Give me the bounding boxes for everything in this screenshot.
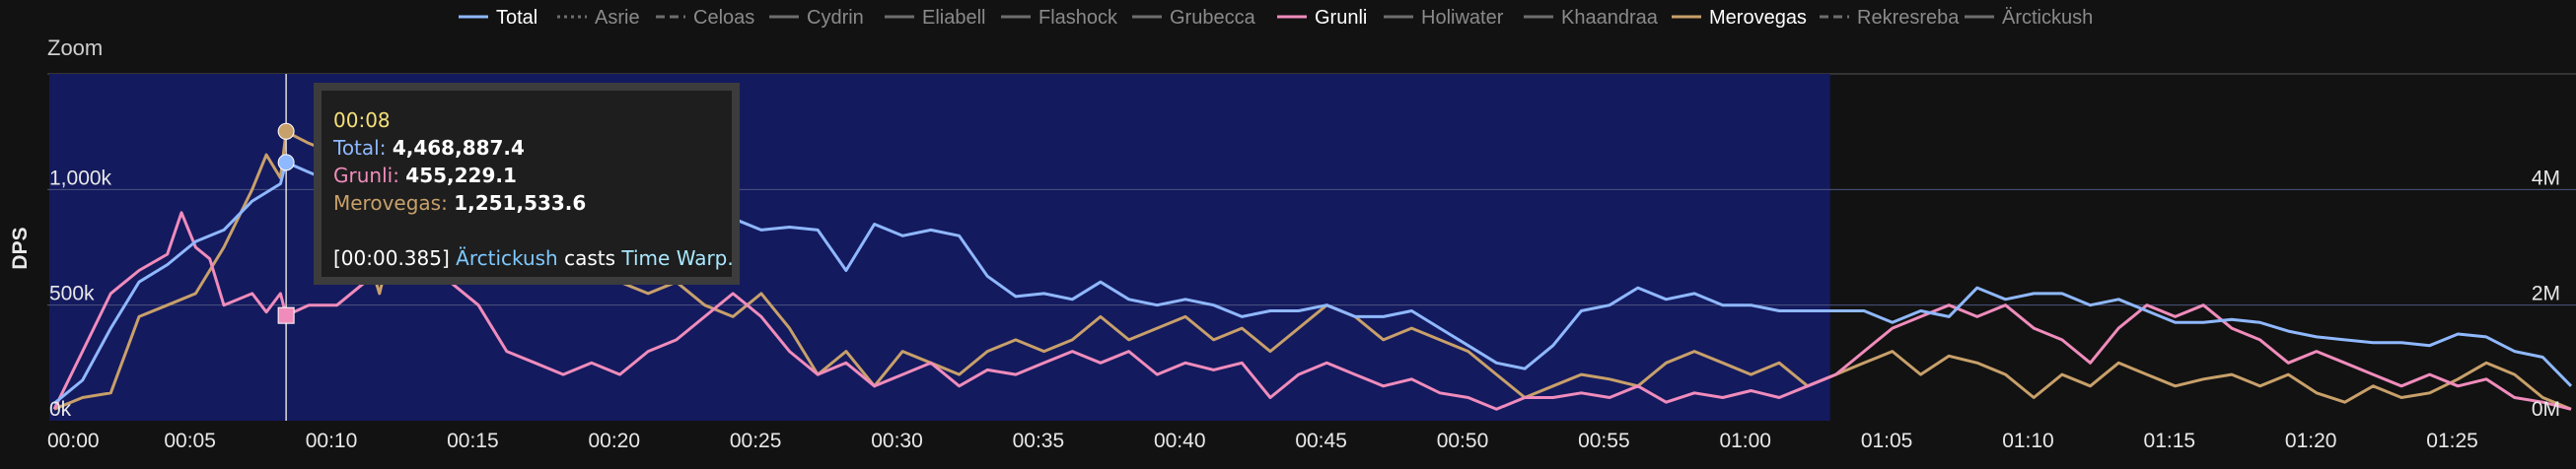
legend-item-grunli[interactable]: Grunli [1315, 7, 1367, 29]
x-tick-label: 00:20 [588, 430, 640, 452]
x-tick-label: 00:25 [730, 430, 782, 452]
tooltip-value-grunli: 455,229.1 [405, 164, 517, 187]
y-left-tick-label: 0k [49, 398, 72, 421]
tooltip-row-merovegas: Merovegas: 1,251,533.6 [333, 189, 720, 217]
legend-item-cydrin[interactable]: Cydrin [807, 7, 864, 29]
x-tick-label: 00:55 [1578, 430, 1630, 452]
marker-merovegas [277, 122, 295, 140]
y-left-tick-label: 500k [49, 283, 95, 305]
marker-total [277, 154, 295, 171]
x-tick-label: 00:15 [447, 430, 499, 452]
tooltip-name-grunli: Grunli [333, 164, 394, 187]
tooltip-row-grunli: Grunli: 455,229.1 [333, 162, 720, 189]
zoom-label[interactable]: Zoom [47, 35, 103, 60]
x-tick-label: 01:10 [2002, 430, 2054, 452]
x-tick-label: 01:00 [1719, 430, 1771, 452]
tooltip-event: [00:00.385] Ärctickush casts Time Warp. [333, 244, 734, 272]
legend-item-khaandraa[interactable]: Khaandraa [1561, 7, 1659, 29]
tooltip-value-merovegas: 1,251,533.6 [454, 191, 587, 215]
x-tick-label: 01:05 [1861, 430, 1913, 452]
legend: Total Asrie Celoas Cydrin Eliabell Flashock Gr… [459, 7, 2093, 29]
x-tick-label: 00:45 [1295, 430, 1347, 452]
legend-item-rekresreba[interactable]: Rekresreba [1857, 7, 1960, 29]
tooltip-name-total: Total [333, 136, 380, 160]
legend-item-ärctickush[interactable]: Ärctickush [2002, 7, 2093, 29]
tooltip: 00:08 Total: 4,468,887.4 Grunli: 455,229… [314, 83, 740, 285]
tooltip-time: 00:08 [333, 108, 391, 132]
tooltip-event-spell: Time Warp. [621, 246, 734, 270]
y-left-tick-label: 1,000k [49, 167, 112, 189]
x-tick-label: 01:15 [2144, 430, 2196, 452]
legend-item-holiwater[interactable]: Holiwater [1421, 7, 1504, 29]
x-tick-label: 00:05 [164, 430, 216, 452]
x-tick-label: 00:00 [47, 430, 100, 452]
tooltip-colon: : [393, 164, 399, 187]
x-tick-label: 01:25 [2426, 430, 2478, 452]
tooltip-row-total: Total: 4,468,887.4 [333, 134, 720, 162]
y-axis-title: DPS [9, 227, 32, 269]
tooltip-event-time: [00:00.385] [333, 246, 450, 270]
x-tick-label: 00:30 [871, 430, 923, 452]
legend-item-flashock[interactable]: Flashock [1038, 7, 1118, 29]
tooltip-event-unit: Ärctickush [456, 246, 558, 270]
x-tick-label: 00:40 [1154, 430, 1206, 452]
tooltip-colon: : [379, 136, 387, 160]
y-right-tick-label: 0M [2532, 398, 2560, 421]
y-right-tick-label: 2M [2532, 283, 2560, 305]
marker-grunli [277, 306, 295, 324]
x-tick-label: 00:50 [1437, 430, 1489, 452]
legend-item-eliabell[interactable]: Eliabell [922, 7, 985, 29]
legend-item-asrie[interactable]: Asrie [595, 7, 640, 29]
legend-item-total[interactable]: Total [496, 7, 537, 29]
x-tick-label: 01:20 [2285, 430, 2337, 452]
tooltip-colon: : [441, 191, 448, 215]
legend-item-merovegas[interactable]: Merovegas [1709, 7, 1807, 29]
tooltip-name-merovegas: Merovegas [333, 191, 442, 215]
tooltip-event-verb: casts [564, 246, 616, 270]
y-right-tick-label: 4M [2532, 167, 2560, 189]
legend-item-grubecca[interactable]: Grubecca [1170, 7, 1256, 29]
x-tick-label: 00:35 [1013, 430, 1065, 452]
tooltip-value-total: 4,468,887.4 [392, 136, 525, 160]
legend-item-celoas[interactable]: Celoas [693, 7, 754, 29]
x-tick-label: 00:10 [306, 430, 358, 452]
